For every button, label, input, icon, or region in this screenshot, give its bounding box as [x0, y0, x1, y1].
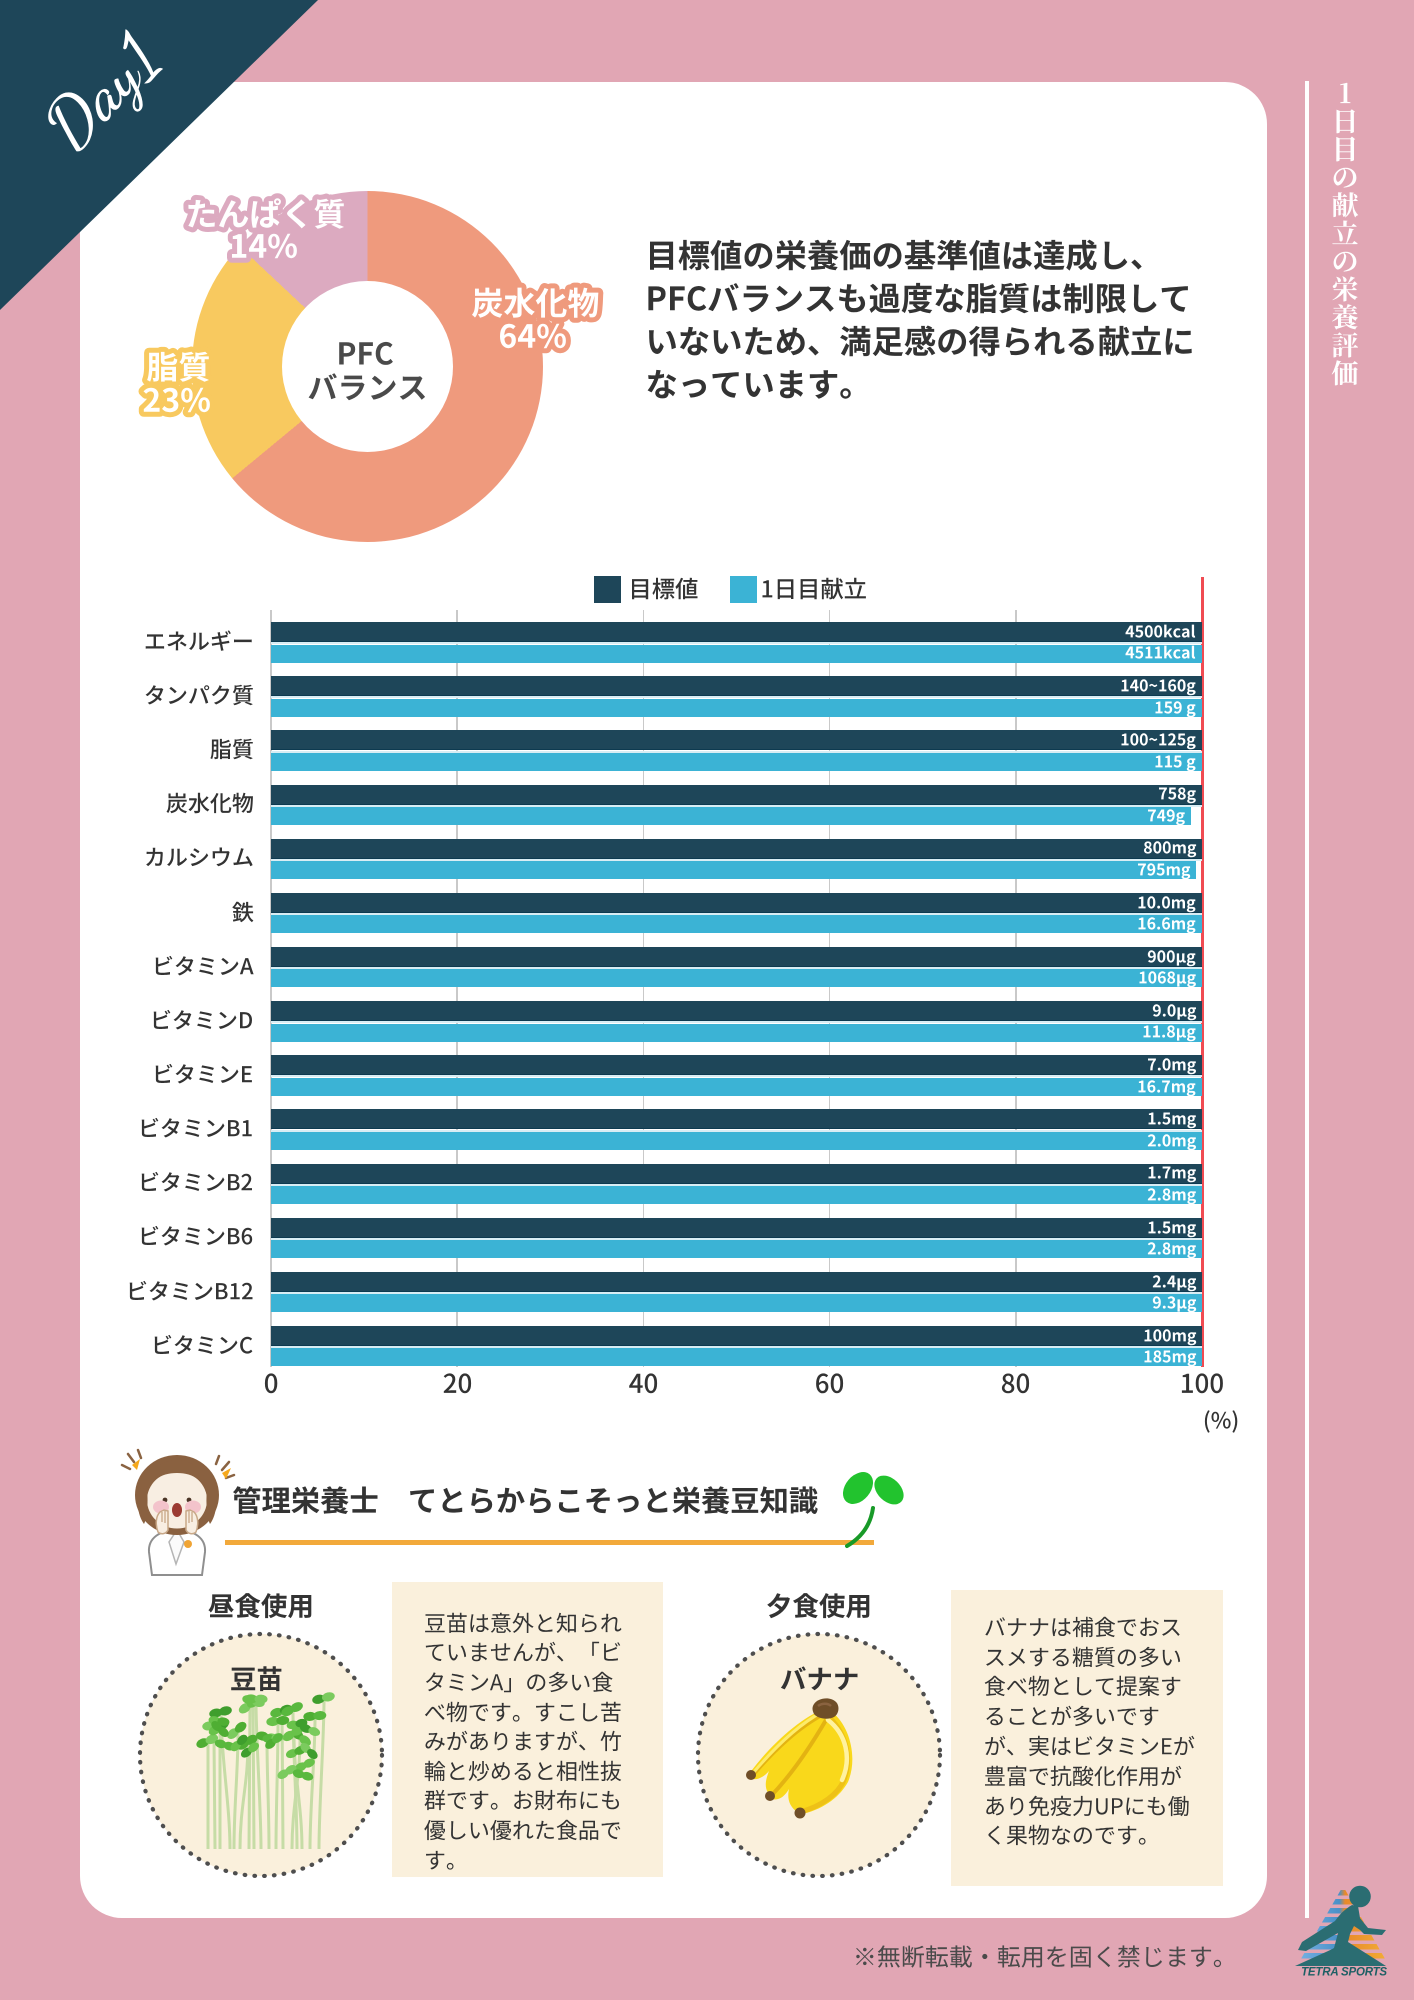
svg-text:TETRA SPORTS: TETRA SPORTS [1301, 1967, 1387, 1979]
